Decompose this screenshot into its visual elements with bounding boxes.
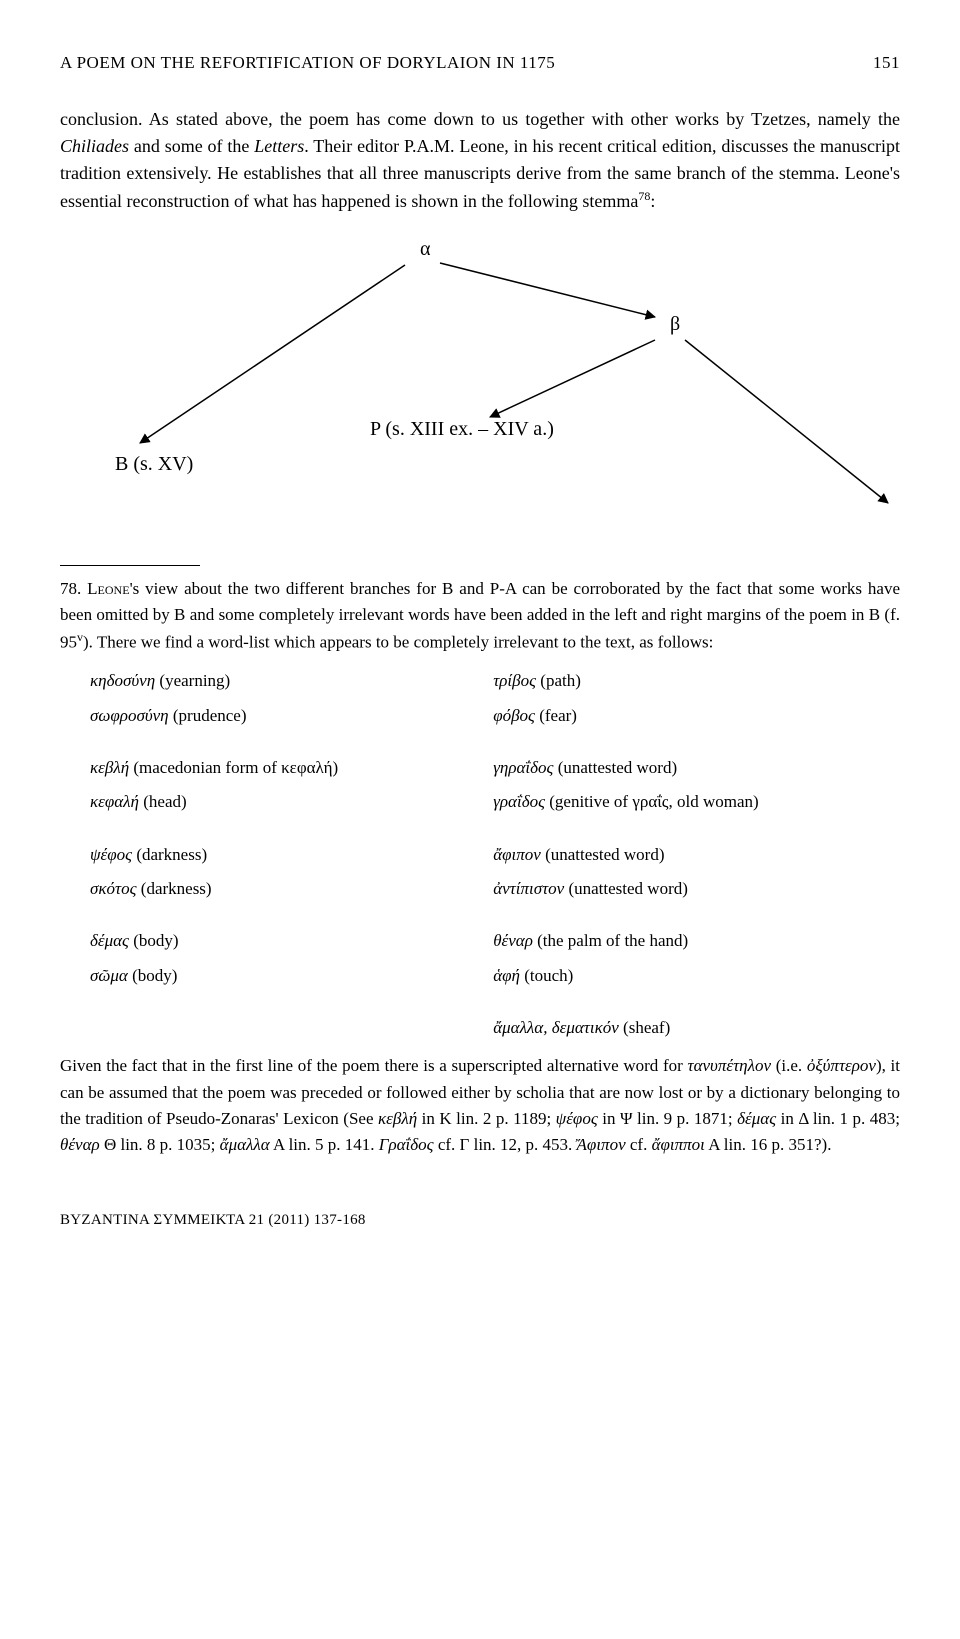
table-row bbox=[90, 906, 930, 924]
wordlist-right: φόβος (fear) bbox=[493, 699, 930, 733]
fn-it6: θέναρ bbox=[60, 1135, 100, 1154]
body-paragraph: conclusion. As stated above, the poem ha… bbox=[60, 106, 900, 215]
table-row: σωφροσύνη (prudence)φόβος (fear) bbox=[90, 699, 930, 733]
wordlist-right: γραΐδος (genitive of γραΐς, old woman) bbox=[493, 785, 930, 819]
wordlist-right: γηραΐδος (unattested word) bbox=[493, 751, 930, 785]
wordlist-left: κηδοσύνη (yearning) bbox=[90, 664, 493, 698]
fn-tail-j: cf. bbox=[626, 1135, 652, 1154]
wordlist-right: τρίβος (path) bbox=[493, 664, 930, 698]
footer-citation: BYZANTINA ΣΥΜΜΕΙΚΤΑ 21 (2011) 137-168 bbox=[60, 1209, 900, 1232]
fn-author: Leone bbox=[87, 579, 129, 598]
para-mid1: and some of the bbox=[129, 136, 254, 156]
fn-it10: ἄφιπποι bbox=[652, 1135, 705, 1154]
fn-tail-d: in K lin. 2 p. 1189; bbox=[417, 1109, 556, 1128]
stemma-node-beta: β bbox=[670, 313, 680, 335]
footnote-78: 78. Leone's view about the two different… bbox=[60, 576, 900, 1159]
footnote-ref-78: 78 bbox=[638, 189, 650, 203]
wordlist-left: σῶμα (body) bbox=[90, 959, 493, 993]
fn-it4: ψέφος bbox=[556, 1109, 598, 1128]
fn-lead2: ). There we find a word-list which appea… bbox=[83, 633, 713, 652]
fn-it2: ὀξύπτερον bbox=[807, 1056, 876, 1075]
running-title: A POEM ON THE REFORTIFICATION OF DORYLAI… bbox=[60, 50, 555, 76]
table-row: κηδοσύνη (yearning)τρίβος (path) bbox=[90, 664, 930, 698]
wordlist-left: δέμας (body) bbox=[90, 924, 493, 958]
wordlist-left: σωφροσύνη (prudence) bbox=[90, 699, 493, 733]
stemma-svg: α β B (s. XV) P (s. XIII ex. – XIV a.) bbox=[60, 225, 900, 535]
wordlist-right: ἀντίπιστον (unattested word) bbox=[493, 872, 930, 906]
fn-it8: Γραΐδος bbox=[379, 1135, 434, 1154]
table-row: σκότος (darkness)ἀντίπιστον (unattested … bbox=[90, 872, 930, 906]
fn-it1: τανυπέτηλον bbox=[688, 1056, 772, 1075]
wordlist-body: κηδοσύνη (yearning)τρίβος (path)σωφροσύν… bbox=[90, 664, 930, 1045]
table-row: δέμας (body)θέναρ (the palm of the hand) bbox=[90, 924, 930, 958]
para-italic-chiliades: Chiliades bbox=[60, 136, 129, 156]
fn-it5: δέμας bbox=[737, 1109, 776, 1128]
table-row bbox=[90, 993, 930, 1011]
fn-it7: ἄμαλλα bbox=[220, 1135, 270, 1154]
page-number: 151 bbox=[873, 50, 900, 76]
stemma-diagram: α β B (s. XV) P (s. XIII ex. – XIV a.) bbox=[60, 225, 900, 535]
fn-tail-e: in Ψ lin. 9 p. 1871; bbox=[598, 1109, 737, 1128]
wordlist-left: ψέφος (darkness) bbox=[90, 838, 493, 872]
table-row bbox=[90, 733, 930, 751]
footnote-separator bbox=[60, 565, 200, 566]
table-row: ἄμαλλα, δεματικόν (sheaf) bbox=[90, 1011, 930, 1045]
running-header: A POEM ON THE REFORTIFICATION OF DORYLAI… bbox=[60, 50, 900, 76]
para-tail: : bbox=[650, 191, 655, 211]
wordlist-right: θέναρ (the palm of the hand) bbox=[493, 924, 930, 958]
fn-number: 78. bbox=[60, 579, 87, 598]
stemma-node-p: P (s. XIII ex. – XIV a.) bbox=[370, 418, 554, 440]
table-row: κεβλή (macedonian form of κεφαλή)γηραΐδο… bbox=[90, 751, 930, 785]
wordlist-right: ἄφιπον (unattested word) bbox=[493, 838, 930, 872]
wordlist-left: κεφαλή (head) bbox=[90, 785, 493, 819]
stemma-edge bbox=[685, 340, 888, 503]
wordlist-right: ἁφή (touch) bbox=[493, 959, 930, 993]
table-row: ψέφος (darkness)ἄφιπον (unattested word) bbox=[90, 838, 930, 872]
fn-tail-f: in Δ lin. 1 p. 483; bbox=[776, 1109, 900, 1128]
fn-tail-k: Α lin. 16 p. 351?). bbox=[705, 1135, 832, 1154]
fn-it9: Ἄφιπον bbox=[577, 1135, 626, 1154]
table-row bbox=[90, 820, 930, 838]
fn-tail-i: cf. Γ lin. 12, p. 453. bbox=[434, 1135, 577, 1154]
stemma-edge bbox=[140, 265, 405, 443]
fn-tail-a: Given the fact that in the first line of… bbox=[60, 1056, 688, 1075]
wordlist-left: κεβλή (macedonian form of κεφαλή) bbox=[90, 751, 493, 785]
table-row: κεφαλή (head)γραΐδος (genitive of γραΐς,… bbox=[90, 785, 930, 819]
para-italic-letters: Letters bbox=[254, 136, 304, 156]
wordlist-left: σκότος (darkness) bbox=[90, 872, 493, 906]
fn-tail-g: Θ lin. 8 p. 1035; bbox=[100, 1135, 220, 1154]
stemma-node-b: B (s. XV) bbox=[115, 453, 193, 475]
para-lead: conclusion. As stated above, the poem ha… bbox=[60, 109, 900, 129]
fn-tail-h: Α lin. 5 p. 141. bbox=[270, 1135, 379, 1154]
fn-tail-b: (i.e. bbox=[771, 1056, 807, 1075]
stemma-edge bbox=[440, 263, 655, 317]
table-row: σῶμα (body)ἁφή (touch) bbox=[90, 959, 930, 993]
wordlist-table: κηδοσύνη (yearning)τρίβος (path)σωφροσύν… bbox=[90, 664, 930, 1045]
stemma-edge bbox=[490, 340, 655, 417]
fn-it3: κεβλή bbox=[378, 1109, 417, 1128]
stemma-node-alpha: α bbox=[420, 238, 431, 260]
wordlist-right: ἄμαλλα, δεματικόν (sheaf) bbox=[493, 1011, 930, 1045]
wordlist-left bbox=[90, 1011, 493, 1045]
